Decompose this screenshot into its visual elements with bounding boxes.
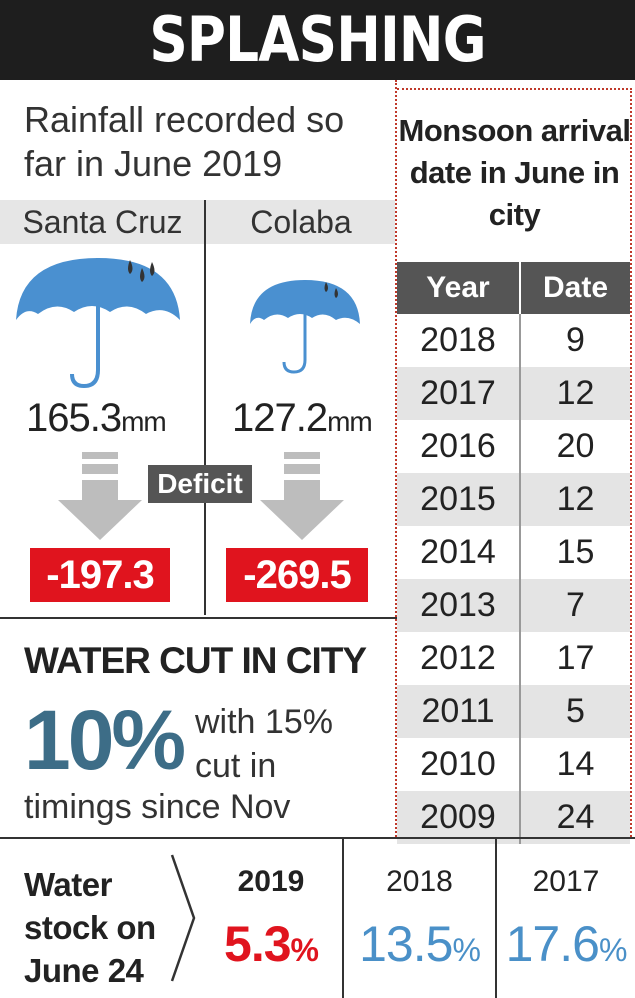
monsoon-panel: Monsoon arrival date in June in city Yea… <box>397 88 632 844</box>
cell-year: 2011 <box>397 685 521 738</box>
table-row: 2015 12 <box>397 473 630 526</box>
cell-date: 12 <box>556 480 595 518</box>
column-header-date: Date <box>542 271 609 304</box>
water-stock-year-2018: 2018 13.5% <box>344 839 495 998</box>
table-row: 2010 14 <box>397 738 630 791</box>
cell-year: 2014 <box>397 526 521 579</box>
water-stock-label: Water stock on June 24 <box>24 866 156 989</box>
water-stock-value: 17.6% <box>497 915 635 973</box>
rainfall-unit: mm <box>327 406 373 437</box>
rainfall-value-santa-cruz: 165.3mm <box>26 396 167 441</box>
station-header: Santa Cruz Colaba <box>0 200 395 244</box>
rainfall-panel: Rainfall recorded so far in June 2019 Sa… <box>0 80 397 837</box>
down-arrow-icon <box>58 452 142 540</box>
water-stock-unit: % <box>452 932 480 968</box>
cell-year: 2017 <box>397 367 521 420</box>
column-divider <box>342 839 344 998</box>
water-stock-value: 5.3% <box>200 915 342 973</box>
rainfall-unit: mm <box>121 406 167 437</box>
cell-year: 2009 <box>397 791 521 844</box>
water-stock-number: 17.6 <box>505 916 600 972</box>
table-body: 2018 9 2017 12 2016 20 2015 12 2014 15 2013 7 2012 17… <box>397 314 630 844</box>
cell-year: 2013 <box>397 579 521 632</box>
table-row: 2011 5 <box>397 685 630 738</box>
cell-year: 2016 <box>397 420 521 473</box>
water-stock-year: 2018 <box>386 865 453 898</box>
cell-year: 2018 <box>397 314 521 367</box>
water-cut-percent: 10% <box>24 693 186 787</box>
cell-date: 20 <box>556 427 595 465</box>
cell-date: 14 <box>556 745 595 783</box>
water-stock-number: 13.5 <box>359 916 453 972</box>
table-row: 2013 7 <box>397 579 630 632</box>
water-stock-unit: % <box>598 932 627 968</box>
table-header: Year Date <box>397 262 630 314</box>
water-stock-unit: % <box>290 932 319 968</box>
rainfall-number: 127.2 <box>232 396 328 440</box>
cell-year: 2015 <box>397 473 521 526</box>
water-stock-value: 13.5% <box>344 915 495 973</box>
table-row: 2018 9 <box>397 314 630 367</box>
water-stock-year-2019: 2019 5.3% <box>200 839 342 998</box>
water-stock-year: 2017 <box>532 865 600 898</box>
cell-year: 2010 <box>397 738 521 791</box>
water-stock-year-2017: 2017 17.6% <box>497 839 635 998</box>
water-stock-panel: Water stock on June 24 2019 5.3% 2018 13.5%… <box>0 837 635 998</box>
station-name-colaba: Colaba <box>250 204 352 240</box>
deficit-label: Deficit <box>148 465 252 503</box>
cell-date: 17 <box>556 639 595 677</box>
rainfall-number: 165.3 <box>26 396 122 440</box>
cell-date: 24 <box>556 798 595 836</box>
cell-date: 9 <box>566 321 585 359</box>
cell-date: 7 <box>566 586 585 624</box>
station-divider <box>204 200 206 615</box>
column-divider <box>495 839 497 998</box>
table-row: 2017 12 <box>397 367 630 420</box>
station-name-santa-cruz: Santa Cruz <box>22 204 183 240</box>
monsoon-title: Monsoon arrival date in June in city <box>398 113 631 232</box>
table-row: 2016 20 <box>397 420 630 473</box>
rainfall-value-colaba: 127.2mm <box>232 396 373 441</box>
water-cut-note: with 15% cut in <box>195 703 333 785</box>
water-stock-year: 2019 <box>237 865 305 898</box>
umbrella-icon <box>250 280 360 374</box>
cell-date: 12 <box>556 374 595 412</box>
cell-date: 15 <box>556 533 595 571</box>
section-divider <box>0 617 397 619</box>
umbrella-icon <box>16 258 180 389</box>
chevron-right-icon <box>170 854 196 982</box>
table-row: 2012 17 <box>397 632 630 685</box>
cell-year: 2012 <box>397 632 521 685</box>
deficit-value-colaba: -269.5 <box>226 548 368 602</box>
page-title: SPLASHING ABOUT <box>0 0 635 156</box>
column-header-year: Year <box>397 262 521 314</box>
down-arrow-icon <box>260 452 344 540</box>
water-stock-number: 5.3 <box>224 916 292 972</box>
rainfall-title: Rainfall recorded so far in June 2019 <box>24 99 345 184</box>
monsoon-table: Year Date 2018 9 2017 12 2016 20 2015 12 2014 15 2… <box>397 262 630 844</box>
page-title-text: SPLASHING ABOUT <box>149 3 486 156</box>
water-cut-title: WATER CUT IN CITY <box>24 640 367 681</box>
water-cut-timings: timings since Nov <box>24 788 291 826</box>
table-row: 2009 24 <box>397 791 630 844</box>
deficit-value-santa-cruz: -197.3 <box>30 548 170 602</box>
table-row: 2014 15 <box>397 526 630 579</box>
cell-date: 5 <box>566 692 585 730</box>
